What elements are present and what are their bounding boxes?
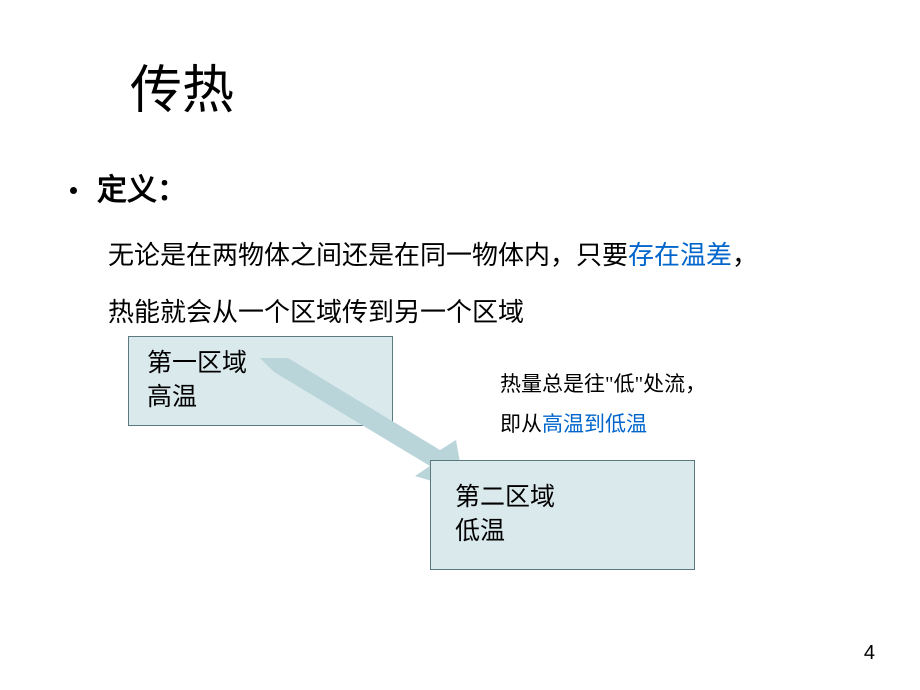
side-note-line1: 热量总是往"低"处流，: [500, 368, 706, 398]
body-text-line2: 热能就会从一个区域传到另一个区域: [108, 292, 524, 329]
box2-line2: 低温: [455, 515, 670, 549]
page-number: 4: [864, 642, 875, 665]
slide-title: 传热: [130, 48, 234, 123]
box2-line1: 第二区域: [455, 481, 670, 515]
body-text-line1: 无论是在两物体之间还是在同一物体内，只要存在温差，: [108, 235, 758, 272]
side-text2-highlight: 高温到低温: [542, 412, 647, 436]
body-line1-part-a: 无论是在两物体之间还是在同一物体内，只要: [108, 241, 628, 270]
definition-label: 定义：: [97, 165, 187, 209]
bullet-dot-icon: [70, 187, 77, 194]
region-box-high-temp: 第一区域 高温: [128, 336, 393, 426]
definition-bullet-row: 定义：: [70, 165, 187, 209]
box1-line1: 第一区域: [147, 347, 374, 381]
side-text2-part-a: 即从: [500, 412, 542, 436]
box1-line2: 高温: [147, 381, 374, 415]
region-box-low-temp: 第二区域 低温: [430, 460, 695, 570]
body-line1-part-c: ，: [732, 241, 758, 270]
side-note-line2: 即从高温到低温: [500, 408, 647, 438]
body-line1-highlight: 存在温差: [628, 241, 732, 270]
